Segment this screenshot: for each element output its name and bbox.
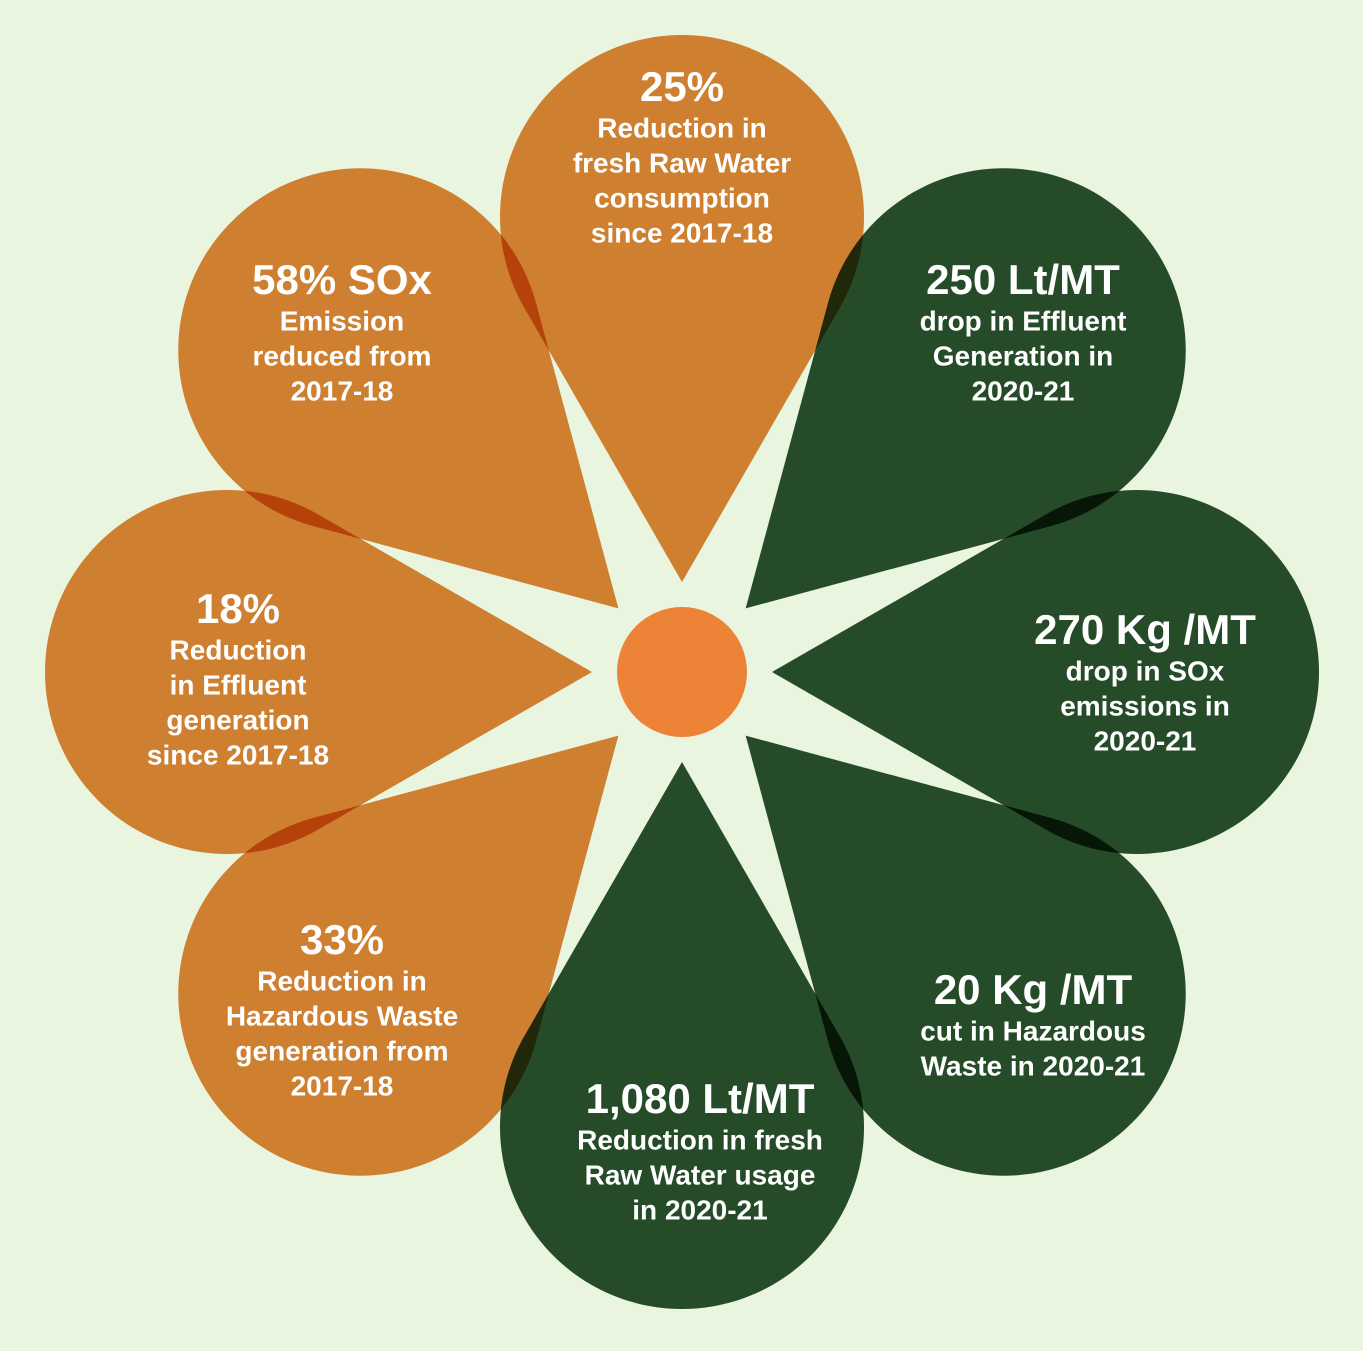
petal-text: Waste in 2020-21: [921, 1050, 1146, 1081]
petal-text: in 2020-21: [632, 1194, 767, 1225]
petal-text: Reduction in fresh: [577, 1124, 823, 1155]
petal-headline: 18%: [196, 585, 280, 632]
petal-headline: 1,080 Lt/MT: [586, 1075, 815, 1122]
center-circle: [617, 607, 747, 737]
petal-text: reduced from: [253, 340, 432, 371]
petal-text: generation: [166, 704, 309, 735]
petal-headline: 33%: [300, 916, 384, 963]
petal-text: drop in SOx: [1066, 655, 1225, 686]
petal-text: 2020-21: [972, 375, 1075, 406]
petal-text: 2017-18: [291, 375, 394, 406]
petal-headline: 58% SOx: [252, 256, 432, 303]
petal-text: 2017-18: [291, 1070, 394, 1101]
petal-headline: 25%: [640, 63, 724, 110]
petal-text: Raw Water usage: [585, 1159, 816, 1190]
petal-text: Hazardous Waste: [226, 1000, 458, 1031]
petal-text: cut in Hazardous: [920, 1015, 1146, 1046]
petal-text: Reduction: [170, 634, 307, 665]
petal-text: Reduction in: [257, 965, 427, 996]
petal-text: in Effluent: [170, 669, 307, 700]
petal-text: drop in Effluent: [920, 305, 1127, 336]
infographic: 25%Reduction infresh Raw Waterconsumptio…: [0, 0, 1363, 1351]
petal-text: generation from: [235, 1035, 448, 1066]
petal-text: Generation in: [933, 340, 1113, 371]
petal-text: consumption: [594, 182, 770, 213]
petal-headline: 250 Lt/MT: [926, 256, 1120, 303]
petal-headline: 270 Kg /MT: [1034, 606, 1256, 653]
petal-headline: 20 Kg /MT: [934, 966, 1133, 1013]
petal-text: fresh Raw Water: [573, 147, 791, 178]
petal-text: Emission: [280, 305, 404, 336]
petal-text: Reduction in: [597, 112, 767, 143]
petal-text: since 2017-18: [591, 217, 773, 248]
petal-text: 2020-21: [1094, 725, 1197, 756]
petal-text: since 2017-18: [147, 739, 329, 770]
petal-text: emissions in: [1060, 690, 1230, 721]
